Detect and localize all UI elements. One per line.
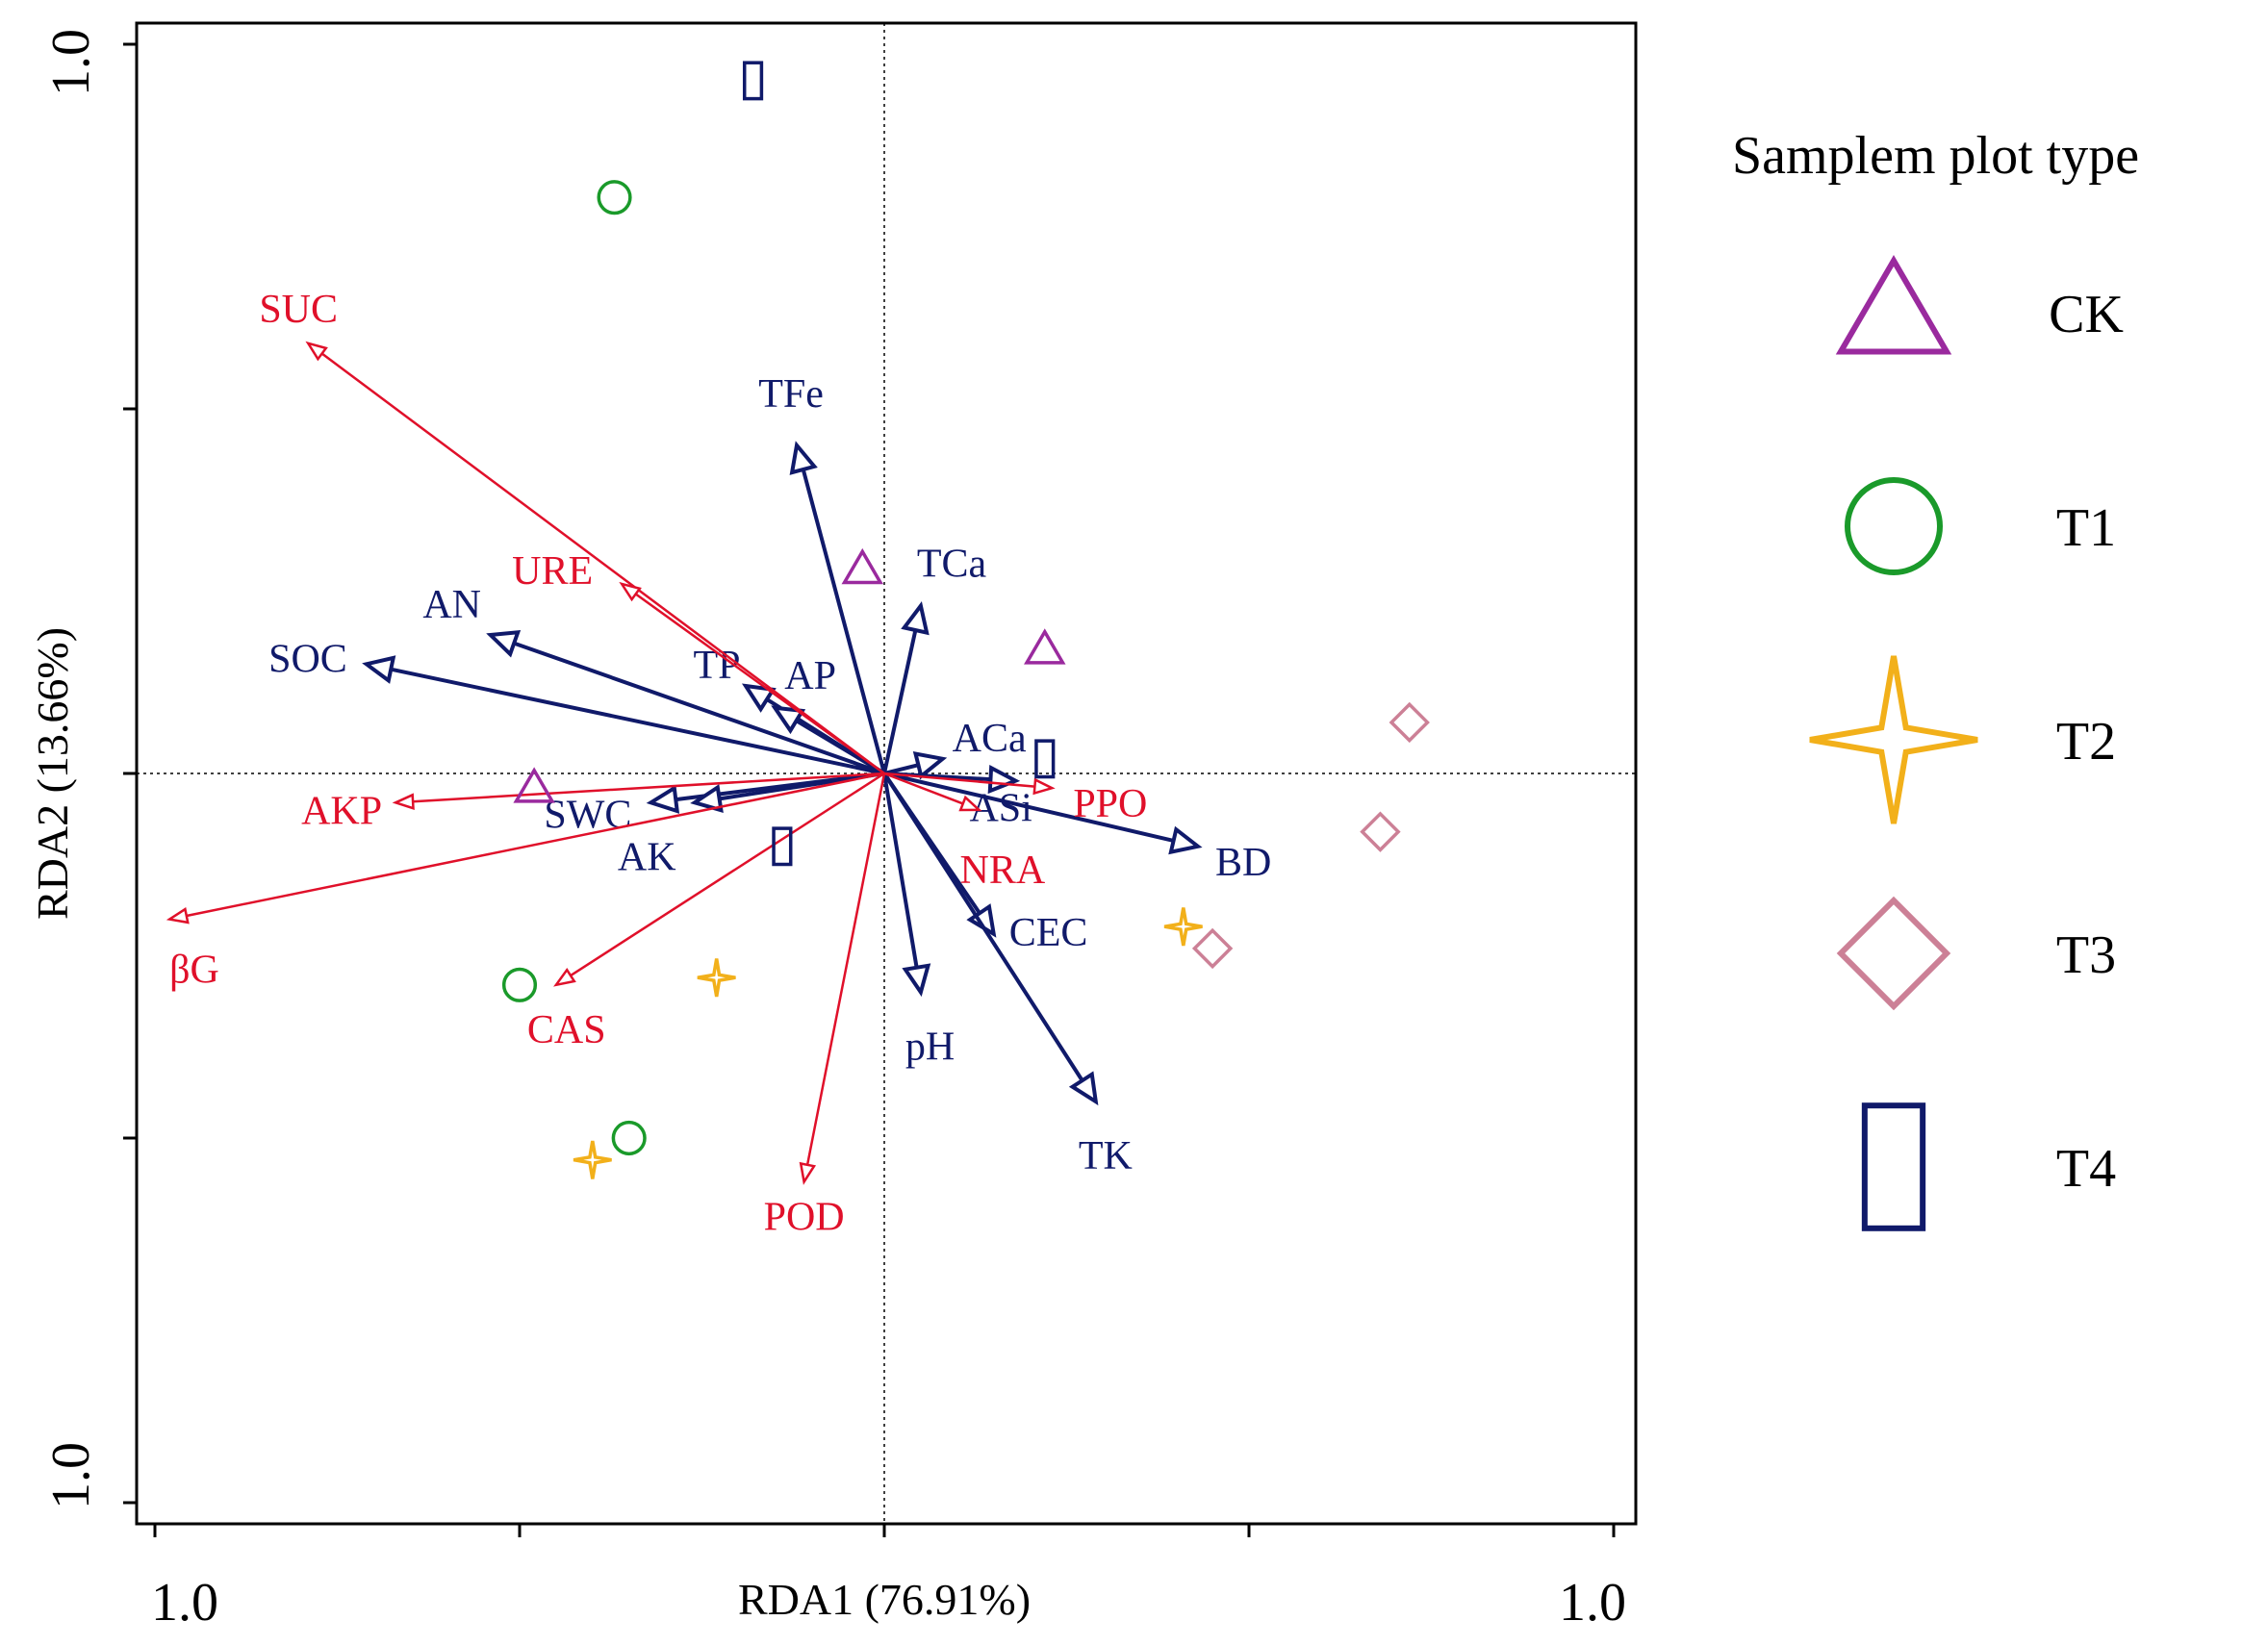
y-tick-label-top: 1.0 bbox=[41, 29, 101, 96]
label-swc: SWC bbox=[544, 793, 631, 837]
legend-marker-t3 bbox=[1836, 896, 1951, 1011]
arrowhead-ap bbox=[771, 705, 806, 735]
label-aca: ACa bbox=[953, 717, 1027, 761]
arrow-bd bbox=[883, 772, 1175, 843]
arrowhead-ure bbox=[619, 581, 642, 602]
label-pod: POD bbox=[764, 1195, 845, 1239]
sample-point-ck bbox=[1024, 628, 1066, 665]
label-cec: CEC bbox=[1009, 911, 1088, 955]
legend-marker-t4 bbox=[1861, 1102, 1926, 1231]
label-nra: NRA bbox=[960, 848, 1046, 893]
arrowhead-tp bbox=[741, 683, 777, 713]
sample-point-t4 bbox=[772, 826, 793, 867]
x-tick-label-right: 1.0 bbox=[1559, 1573, 1626, 1633]
sample-point-ck bbox=[841, 547, 884, 585]
legend-label-t2: T2 bbox=[2056, 712, 2116, 772]
label-suc: SUC bbox=[259, 288, 338, 332]
arrowhead-tca bbox=[901, 601, 930, 636]
arrowhead-bd bbox=[1168, 825, 1203, 855]
label-tk: TK bbox=[1079, 1134, 1133, 1178]
arrow-ph bbox=[882, 772, 919, 969]
arrowhead-ph bbox=[902, 963, 931, 998]
label-tp: TP bbox=[693, 644, 740, 688]
arrow-g bbox=[186, 772, 885, 918]
legend: Samplem plot type CK T1 T2 T3 T4 bbox=[1732, 126, 2139, 1231]
sample-point-t2 bbox=[573, 1140, 612, 1179]
arrowhead-tfe bbox=[789, 441, 818, 475]
sample-layer bbox=[501, 61, 1430, 1179]
label-an: AN bbox=[422, 583, 481, 627]
arrowhead-akp bbox=[392, 793, 415, 810]
label-cas: CAS bbox=[527, 1008, 606, 1052]
arrowhead-aca bbox=[912, 750, 948, 780]
sample-point-t2 bbox=[1163, 907, 1203, 947]
axis-ticks bbox=[123, 42, 1616, 1537]
label-bd: BD bbox=[1215, 841, 1271, 885]
sample-point-t2 bbox=[697, 958, 736, 998]
sample-point-t3 bbox=[1389, 701, 1430, 744]
label-g: βG bbox=[169, 949, 219, 993]
label-tca: TCa bbox=[917, 543, 987, 587]
label-ak: AK bbox=[618, 835, 676, 879]
label-ap: AP bbox=[784, 654, 836, 698]
x-axis-title: RDA1 (76.91%) bbox=[738, 1575, 1031, 1624]
x-tick-label-left: 1.0 bbox=[151, 1573, 218, 1633]
legend-marker-t2 bbox=[1809, 655, 1978, 824]
arrowhead-cas bbox=[553, 967, 576, 987]
arrowhead-g bbox=[166, 907, 190, 924]
arrowhead-tk bbox=[1068, 1071, 1099, 1106]
legend-items: CK T1 T2 T3 T4 bbox=[1809, 255, 2124, 1231]
arrow-tk bbox=[882, 772, 1084, 1082]
legend-label-ck: CK bbox=[2049, 285, 2124, 344]
legend-marker-ck bbox=[1835, 255, 1952, 355]
arrowhead-swc bbox=[646, 784, 680, 814]
y-axis-title: RDA2 (13.66%) bbox=[28, 627, 77, 920]
sample-point-t1 bbox=[597, 180, 632, 215]
sample-point-t3 bbox=[1360, 811, 1401, 852]
sample-point-t1 bbox=[501, 967, 538, 1002]
arrowhead-asi bbox=[987, 764, 1021, 795]
label-akp: AKP bbox=[301, 789, 382, 833]
arrowhead-soc bbox=[362, 655, 396, 684]
legend-label-t4: T4 bbox=[2056, 1139, 2116, 1199]
arrow-akp bbox=[413, 772, 885, 803]
sample-point-t4 bbox=[1034, 739, 1056, 779]
arrowhead-ak bbox=[690, 784, 724, 813]
arrow-ure bbox=[634, 593, 885, 775]
arrowhead-pod bbox=[799, 1161, 817, 1185]
label-tfe: TFe bbox=[758, 372, 824, 417]
arrow-an bbox=[513, 641, 885, 775]
arrow-ap bbox=[795, 719, 886, 775]
arrowhead-an bbox=[486, 630, 522, 658]
label-ure: URE bbox=[512, 549, 593, 594]
arrow-soc bbox=[390, 667, 885, 775]
arrowhead-ppo bbox=[1032, 777, 1056, 796]
arrow-ppo bbox=[883, 772, 1035, 788]
arrow-ak bbox=[719, 772, 885, 801]
legend-label-t3: T3 bbox=[2056, 925, 2116, 985]
arrow-tfe bbox=[801, 468, 886, 774]
arrowhead-nra bbox=[958, 795, 982, 812]
arrowhead-suc bbox=[305, 341, 328, 362]
sample-point-ck bbox=[513, 767, 555, 803]
arrow-tca bbox=[882, 629, 918, 774]
sample-point-t4 bbox=[742, 61, 764, 101]
label-ppo: PPO bbox=[1073, 782, 1147, 826]
arrow-nra bbox=[883, 772, 964, 805]
y-tick-label-bottom: 1.0 bbox=[41, 1442, 101, 1509]
arrow-cas bbox=[570, 772, 885, 977]
sample-point-t3 bbox=[1191, 927, 1234, 970]
arrow-suc bbox=[320, 352, 885, 775]
legend-label-t1: T1 bbox=[2056, 498, 2116, 558]
legend-marker-t1 bbox=[1845, 477, 1943, 575]
legend-title: Samplem plot type bbox=[1732, 126, 2139, 186]
arrow-pod bbox=[805, 772, 886, 1166]
label-soc: SOC bbox=[268, 637, 347, 681]
sample-point-t1 bbox=[611, 1120, 647, 1156]
label-ph: pH bbox=[905, 1025, 955, 1069]
